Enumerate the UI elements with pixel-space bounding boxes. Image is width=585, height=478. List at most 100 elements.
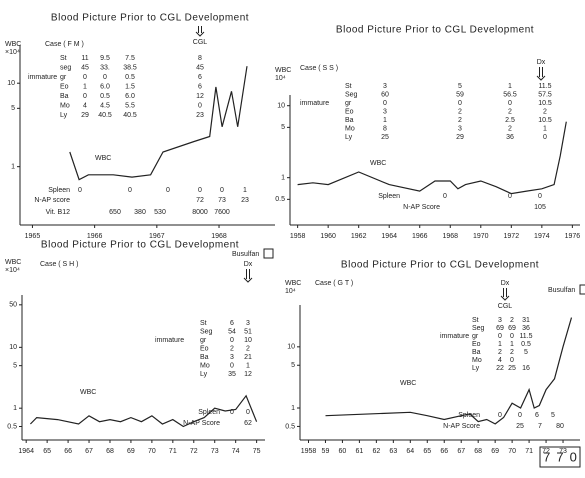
row-value: 650 xyxy=(109,209,121,216)
row-label: N-AP Score xyxy=(443,423,480,430)
arrow-head xyxy=(500,295,510,301)
x-tick-label: 66 xyxy=(64,448,72,455)
x-tick-label: 70 xyxy=(148,448,156,455)
y-tick-label: 5 xyxy=(13,363,17,370)
table-cell: 29 xyxy=(456,134,464,141)
table-row-label: Mo xyxy=(200,362,210,369)
table-cell: 40.5 xyxy=(123,112,137,119)
table-cell: 0.5 xyxy=(100,93,110,100)
x-tick-label: 67 xyxy=(457,448,465,455)
x-tick-label: 59 xyxy=(322,448,330,455)
row-label: Vit. B12 xyxy=(46,209,70,216)
table-cell: 5 xyxy=(458,83,462,90)
table-cell: 11.5 xyxy=(519,333,532,340)
y-tick-label: 5 xyxy=(291,362,295,369)
table-cell: 2 xyxy=(510,317,514,324)
page-number-box xyxy=(539,446,581,468)
x-tick-label: 72 xyxy=(542,448,550,455)
table-cell: 0 xyxy=(498,333,502,340)
table-cell: 1 xyxy=(543,125,547,132)
row-value: 0 xyxy=(166,187,170,194)
table-cell: 29 xyxy=(81,112,89,119)
chart-title: Blood Picture Prior to CGL Development xyxy=(341,260,539,271)
table-group-label: immature xyxy=(300,100,329,107)
table-cell: 21 xyxy=(244,354,252,361)
x-tick-label: 61 xyxy=(355,448,363,455)
series-label: WBC xyxy=(370,160,386,167)
x-tick-label: 73 xyxy=(559,448,567,455)
row-label: Spleen xyxy=(48,187,70,194)
table-row-label: Mo xyxy=(60,102,70,109)
wbc-line xyxy=(325,317,573,425)
table-row-label: Ba xyxy=(472,349,481,356)
busulfan-box xyxy=(579,284,585,295)
y-tick-label: 0.5 xyxy=(285,423,295,430)
y-axis-label: ×10⁴ xyxy=(5,49,20,56)
arrow-head xyxy=(536,75,546,81)
table-row-label: Seg xyxy=(472,325,485,332)
table-row-label: Ly xyxy=(345,134,353,141)
y-tick-label: 1 xyxy=(11,164,15,171)
x-tick-label: 1968 xyxy=(442,233,458,240)
table-cell: 3 xyxy=(230,354,234,361)
case-label: Case ( F M ) xyxy=(45,41,84,48)
x-tick-label: 66 xyxy=(440,448,448,455)
table-cell: 0 xyxy=(383,100,387,107)
table-cell: 4.5 xyxy=(100,102,110,109)
row-value: 73 xyxy=(218,197,226,204)
y-tick-label: 1 xyxy=(281,175,285,182)
row-value: 0 xyxy=(230,409,234,416)
y-axis-label: 10⁴ xyxy=(275,75,286,82)
row-label: Spleen xyxy=(458,412,480,419)
table-cell: 5 xyxy=(524,349,528,356)
row-value: 0 xyxy=(498,412,502,419)
y-tick-label: 10 xyxy=(7,80,15,87)
table-cell: 2 xyxy=(458,117,462,124)
table-cell: 0 xyxy=(230,337,234,344)
table-cell: 6 xyxy=(230,320,234,327)
table-cell: 2.5 xyxy=(505,117,515,124)
table-cell: 12 xyxy=(196,93,204,100)
row-label: N-AP score xyxy=(34,197,70,204)
row-value: 5 xyxy=(551,412,555,419)
y-tick-label: 10 xyxy=(277,103,285,110)
x-tick-label: 73 xyxy=(211,448,219,455)
table-cell: 25 xyxy=(508,365,516,372)
table-cell: 45 xyxy=(81,64,89,71)
table-row-label: St xyxy=(472,317,479,324)
table-cell: 2 xyxy=(543,108,547,115)
x-tick-label: 1962 xyxy=(351,233,367,240)
table-cell: 0 xyxy=(508,100,512,107)
x-tick-label: 70 xyxy=(508,448,516,455)
row-value: 23 xyxy=(241,197,249,204)
y-axis-label: WBC xyxy=(275,67,291,74)
series-label: WBC xyxy=(95,155,111,162)
row-label: Spleen xyxy=(378,193,400,200)
table-row-label: Mo xyxy=(472,357,482,364)
table-cell: 3 xyxy=(383,108,387,115)
row-value: 0 xyxy=(538,193,542,200)
annotation: CGL xyxy=(193,39,208,46)
table-row-label: Eo xyxy=(200,345,209,352)
annotation: Dx xyxy=(501,280,510,287)
wbc-line xyxy=(297,121,567,195)
row-value: 0 xyxy=(443,193,447,200)
row-value: 0 xyxy=(246,409,250,416)
table-group-label: immature xyxy=(440,333,469,340)
row-value: 1 xyxy=(243,187,247,194)
x-tick-label: 62 xyxy=(372,448,380,455)
table-row-label: St xyxy=(345,83,352,90)
case-label: Case ( S H ) xyxy=(40,261,79,268)
x-tick-label: 71 xyxy=(169,448,177,455)
y-tick-label: 5 xyxy=(281,124,285,131)
table-cell: 36 xyxy=(506,134,514,141)
x-tick-label: 65 xyxy=(43,448,51,455)
row-value: 0 xyxy=(508,193,512,200)
x-tick-label: 67 xyxy=(85,448,93,455)
arrow-head xyxy=(243,277,253,283)
table-cell: 33. xyxy=(100,64,110,71)
x-tick-label: 69 xyxy=(127,448,135,455)
x-tick-label: 60 xyxy=(339,448,347,455)
table-cell: 45 xyxy=(196,64,204,71)
